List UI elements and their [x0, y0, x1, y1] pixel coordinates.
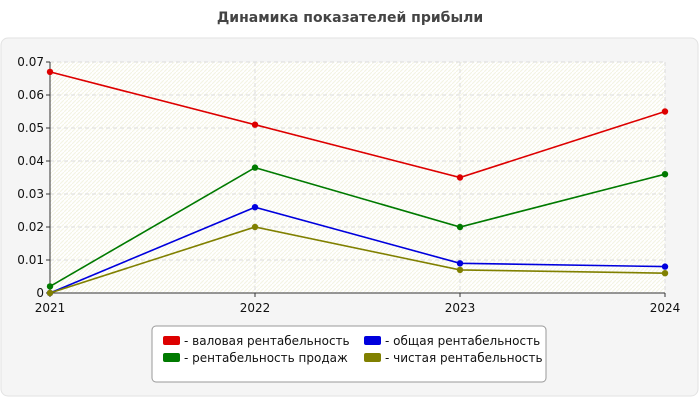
legend-swatch [163, 353, 180, 362]
data-point [661, 171, 669, 178]
x-tick-label: 2021 [35, 301, 66, 315]
data-point [46, 68, 54, 76]
grid-lines [50, 61, 666, 293]
legend-swatch [364, 336, 381, 345]
legend-label: - общая рентабельность [385, 334, 540, 348]
series-lines [46, 68, 669, 297]
legend-label: - чистая рентабельность [385, 351, 543, 365]
data-point [661, 108, 669, 115]
y-tick-label: 0.04 [17, 154, 44, 168]
series-line [49, 166, 666, 288]
data-point [456, 223, 464, 231]
data-point [251, 121, 259, 128]
data-point [456, 266, 464, 274]
y-tick-label: 0.03 [17, 187, 44, 201]
series-line [49, 206, 666, 294]
series-line [49, 71, 666, 179]
data-point [456, 174, 464, 181]
data-point [251, 164, 259, 171]
data-point [661, 263, 669, 270]
x-tick-label: 2024 [650, 301, 681, 315]
data-point [46, 283, 54, 290]
plot-area [50, 62, 665, 293]
data-point [46, 289, 54, 297]
data-point [456, 260, 464, 267]
data-point [251, 204, 259, 211]
y-tick-label: 0.05 [17, 121, 44, 135]
series-line [49, 226, 666, 294]
x-tick-label: 2022 [240, 301, 271, 315]
y-tick-label: 0.01 [17, 253, 44, 267]
chart-title: Динамика показателей прибыли [216, 10, 484, 26]
legend-swatch [364, 353, 381, 362]
legend-label: - рентабельность продаж [184, 351, 348, 365]
data-point [251, 223, 259, 231]
y-tick-label: 0 [36, 286, 44, 300]
y-tick-label: 0.02 [17, 220, 44, 234]
axes: 0 0.01 0.02 0.03 0.04 0.05 0.06 0.07 2021 2022 202… [17, 55, 680, 315]
legend: - валовая рентабельность - общая рентабел… [151, 325, 547, 383]
legend-label: - валовая рентабельность [184, 334, 350, 348]
legend-box [151, 325, 547, 383]
data-point [661, 270, 669, 277]
y-tick-label: 0.06 [17, 88, 44, 102]
legend-swatch [163, 336, 180, 345]
x-tick-label: 2023 [445, 301, 476, 315]
y-tick-label: 0.07 [17, 55, 44, 69]
